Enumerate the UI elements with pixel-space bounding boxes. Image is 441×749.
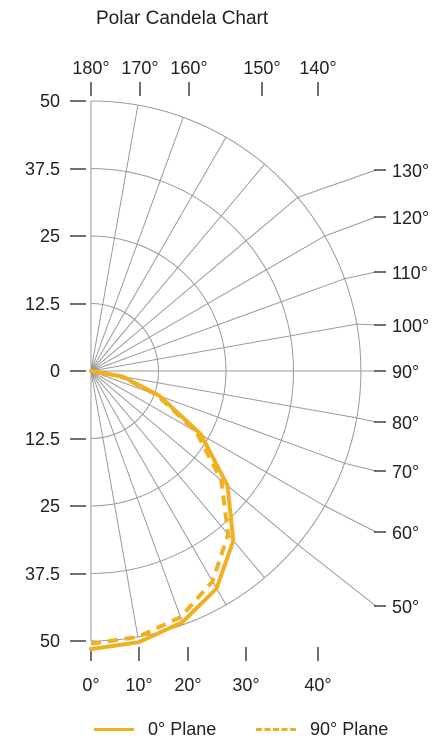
angle-label-90: 90°	[392, 362, 419, 382]
spoke-extension-80	[356, 417, 377, 423]
grid-spoke-130	[90, 197, 299, 372]
radial-label-8: 50	[40, 631, 60, 651]
chart-legend: 0° Plane 90° Plane	[0, 719, 441, 743]
angle-label-170: 170°	[121, 58, 158, 78]
series-line-0-plane	[89, 369, 236, 652]
radial-label-4: 0	[50, 361, 60, 381]
grid-spoke-160	[90, 117, 184, 372]
legend-item-0-plane: 0° Plane	[94, 719, 216, 740]
spoke-extension-110	[344, 271, 377, 280]
legend-dashed-line-icon	[256, 728, 296, 731]
grid-spoke-70	[90, 370, 345, 464]
chart-title: Polar Candela Chart	[96, 8, 269, 29]
grid-spoke-60	[90, 370, 326, 507]
legend-label-90-plane: 90° Plane	[310, 719, 389, 739]
spoke-extension-50	[297, 544, 377, 607]
legend-item-90-plane: 90° Plane	[256, 719, 388, 740]
radial-label-1: 37.5	[25, 159, 60, 179]
grid-spoke-140	[90, 163, 265, 372]
angle-label-120: 120°	[392, 208, 429, 228]
angle-label-40: 40°	[304, 675, 331, 695]
spoke-extension-130	[297, 169, 377, 198]
radial-label-2: 25	[40, 226, 60, 246]
radial-label-0: 50	[40, 91, 60, 111]
grid-spoke-40	[90, 370, 265, 579]
angle-label-10: 10°	[125, 675, 152, 695]
legend-solid-line-icon	[94, 728, 134, 731]
legend-label-0-plane: 0° Plane	[148, 719, 217, 739]
angle-label-110: 110°	[392, 263, 428, 283]
grid-spoke-10	[90, 370, 139, 637]
angle-label-20: 20°	[174, 675, 201, 695]
radial-label-7: 37.5	[25, 564, 60, 584]
grid-spoke-110	[90, 278, 345, 372]
grid-spoke-120	[90, 235, 326, 372]
grid-spoke-100	[90, 323, 357, 372]
angle-label-0: 0°	[82, 675, 99, 695]
radial-label-6: 25	[40, 496, 60, 516]
grid-spoke-170	[90, 105, 139, 372]
spoke-extension-70	[344, 462, 377, 472]
spoke-extension-60	[324, 505, 377, 533]
angle-label-130: 130°	[392, 161, 429, 181]
angle-label-150: 150°	[243, 58, 280, 78]
grid-spoke-20	[90, 370, 184, 625]
polar-candela-chart: 130° 120° 110° 100° 90° 80° 70° 60° 50° 180° 170° 1…	[25, 58, 429, 695]
grid-spoke-150	[90, 136, 227, 372]
angle-label-140: 140°	[299, 58, 336, 78]
spoke-extension-100	[356, 323, 377, 326]
spoke-extension-120	[324, 216, 377, 237]
angle-label-160: 160°	[170, 58, 207, 78]
grid-spoke-50	[90, 370, 299, 545]
angle-label-30: 30°	[232, 675, 259, 695]
angle-label-70: 70°	[392, 462, 419, 482]
grid-spoke-80	[90, 370, 357, 419]
radial-label-5: 12.5	[25, 429, 60, 449]
angle-label-50: 50°	[392, 597, 419, 617]
angle-label-80: 80°	[392, 413, 419, 433]
angle-label-60: 60°	[392, 523, 419, 543]
angle-label-100: 100°	[392, 316, 429, 336]
angle-label-180: 180°	[72, 58, 109, 78]
series-line-90-plane	[90, 369, 231, 646]
radial-label-3: 12.5	[25, 294, 60, 314]
grid-spoke-30	[90, 370, 227, 606]
